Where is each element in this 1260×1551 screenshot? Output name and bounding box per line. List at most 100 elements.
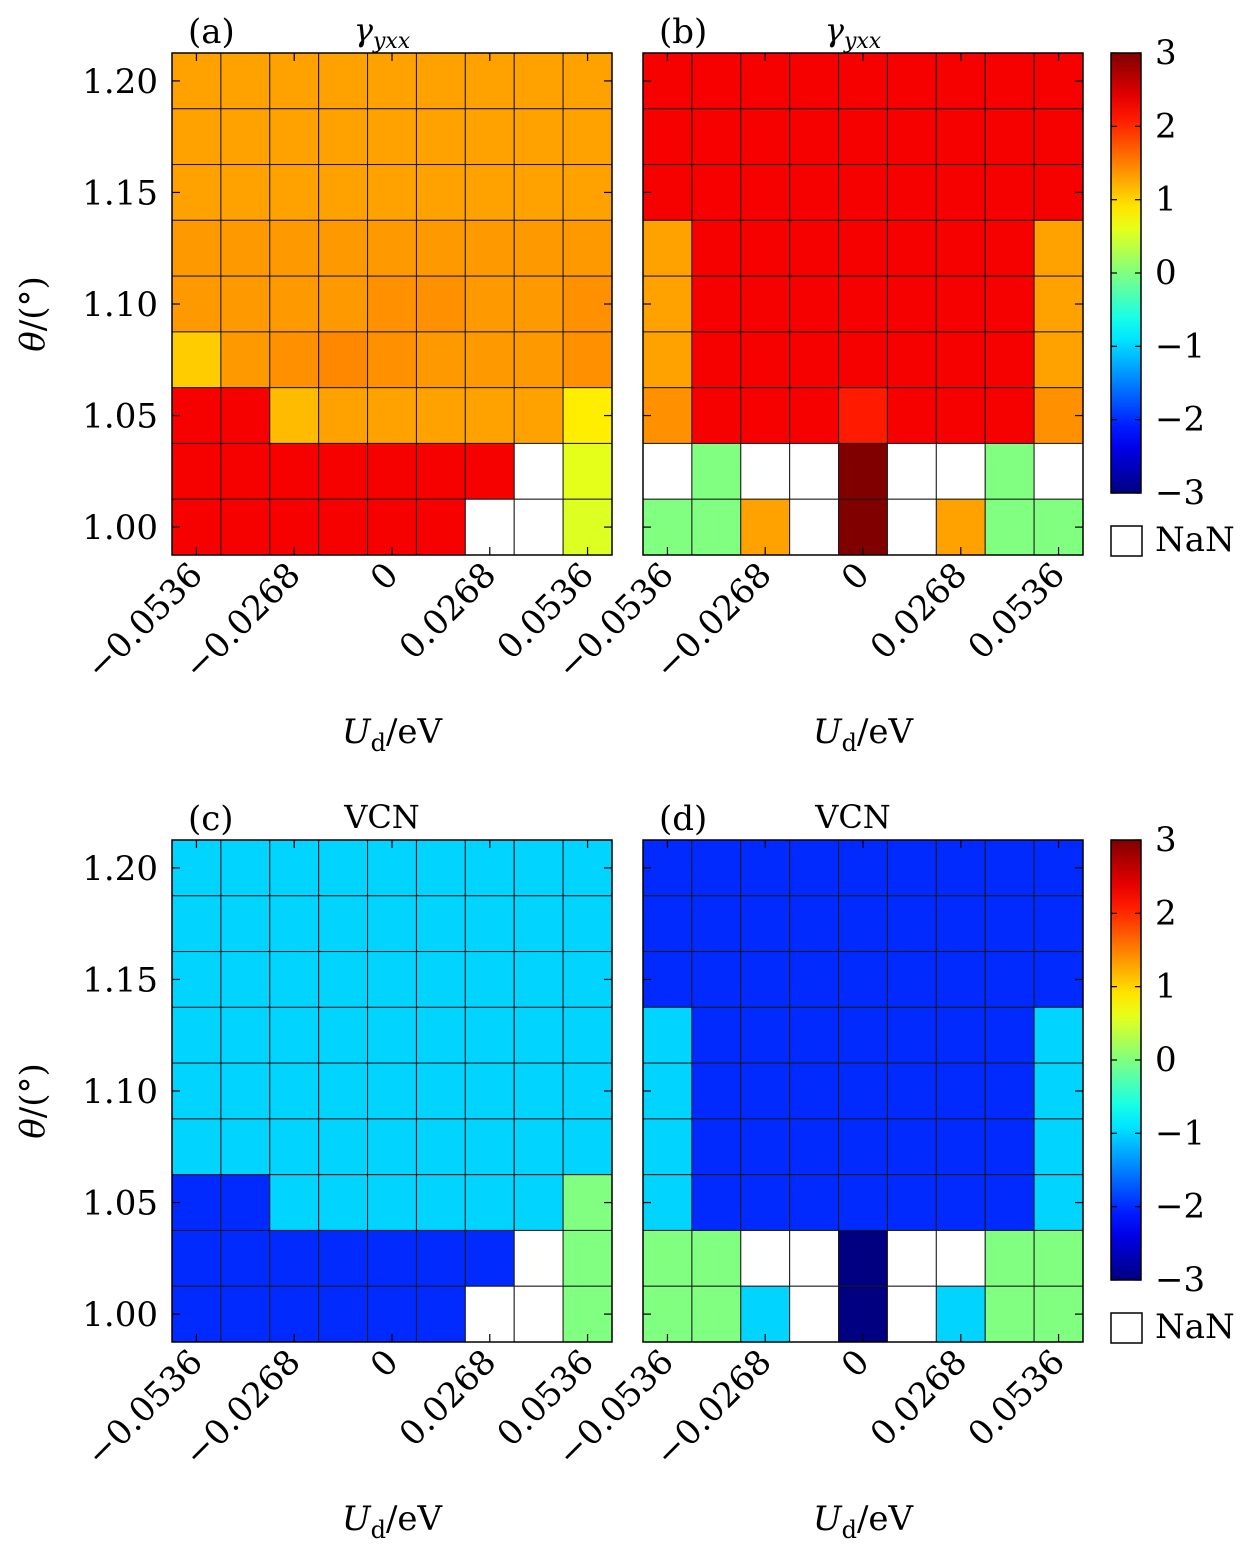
colorbar-tick-label: 2 bbox=[1155, 106, 1177, 146]
x-tick-label: 0.0536 bbox=[961, 1342, 1073, 1454]
heatmap-cell bbox=[464, 108, 515, 166]
x-tick-label: 0 bbox=[834, 1342, 878, 1386]
heatmap-cell bbox=[789, 275, 840, 333]
heatmap-cell bbox=[1033, 895, 1084, 953]
heatmap-cell bbox=[935, 275, 986, 333]
heatmap-cell bbox=[838, 498, 888, 556]
heatmap-cell bbox=[269, 108, 320, 166]
heatmap-cell bbox=[415, 442, 466, 500]
heatmap-cell bbox=[220, 387, 271, 444]
heatmap-cell bbox=[789, 108, 840, 166]
heatmap-cell bbox=[935, 951, 986, 1008]
y-tick-label: 1.05 bbox=[82, 1184, 158, 1224]
heatmap-panel: (c) VCN−0.0536−0.0268 00.02680.0536Ud/eV1.… bbox=[13, 798, 613, 1544]
heatmap-cell bbox=[464, 331, 515, 389]
heatmap-cell bbox=[562, 1229, 613, 1287]
heatmap-cell bbox=[269, 895, 320, 953]
heatmap-cell bbox=[838, 275, 888, 333]
heatmap-cell bbox=[789, 52, 840, 110]
colorbar-tick-label: 1 bbox=[1155, 180, 1177, 220]
heatmap-cell bbox=[220, 108, 271, 166]
heatmap-cell bbox=[171, 1118, 222, 1176]
heatmap-cell bbox=[642, 219, 693, 277]
heatmap-cell bbox=[513, 331, 564, 389]
heatmap-cell bbox=[984, 1174, 1035, 1231]
nan-label: NaN bbox=[1155, 1307, 1235, 1347]
heatmap-cell bbox=[838, 895, 888, 953]
heatmap-cell bbox=[642, 839, 693, 897]
heatmap-cell bbox=[886, 52, 937, 110]
colorbar-tick-label: 3 bbox=[1155, 820, 1177, 860]
heatmap-cell bbox=[415, 164, 466, 221]
heatmap-cell bbox=[318, 219, 369, 277]
heatmap-cell bbox=[464, 498, 515, 556]
heatmap-cell bbox=[691, 52, 742, 110]
heatmap-cell bbox=[367, 498, 417, 556]
heatmap-cell bbox=[220, 219, 271, 277]
heatmap-cell bbox=[171, 108, 222, 166]
heatmap-cell bbox=[318, 895, 369, 953]
heatmap-cell bbox=[513, 1174, 564, 1231]
heatmap-cell bbox=[464, 895, 515, 953]
heatmap-cell bbox=[886, 1174, 937, 1231]
heatmap-cell bbox=[886, 219, 937, 277]
colorbar-tick-label: 3 bbox=[1155, 33, 1177, 73]
y-axis-label: θ/(°) bbox=[13, 276, 53, 351]
heatmap-cell bbox=[415, 1174, 466, 1231]
heatmap-cell bbox=[740, 498, 791, 556]
heatmap-cell bbox=[171, 1006, 222, 1064]
nan-swatch bbox=[1110, 1312, 1143, 1344]
heatmap-cell bbox=[562, 1174, 613, 1231]
heatmap-cell bbox=[464, 1062, 515, 1120]
heatmap-cell bbox=[464, 1174, 515, 1231]
heatmap-cell bbox=[367, 1118, 417, 1176]
y-tick-label: 1.00 bbox=[82, 508, 158, 548]
heatmap-cell bbox=[220, 1006, 271, 1064]
heatmap-cell bbox=[318, 951, 369, 1008]
heatmap-cell bbox=[415, 108, 466, 166]
heatmap-cell bbox=[220, 164, 271, 221]
heatmap-cell bbox=[1033, 52, 1084, 110]
heatmap-cell bbox=[171, 1229, 222, 1287]
heatmap-cell bbox=[562, 1118, 613, 1176]
heatmap-cell bbox=[464, 275, 515, 333]
heatmap-cell bbox=[642, 1062, 693, 1120]
heatmap-cell bbox=[220, 498, 271, 556]
heatmap-cell bbox=[513, 275, 564, 333]
heatmap-cell bbox=[513, 387, 564, 444]
panel-label: (b) bbox=[659, 12, 707, 52]
heatmap-cell bbox=[838, 164, 888, 221]
heatmap-cell bbox=[838, 839, 888, 897]
heatmap-cell bbox=[464, 387, 515, 444]
heatmap-cell bbox=[691, 387, 742, 444]
colorbar-tick-label: 0 bbox=[1155, 1040, 1177, 1080]
heatmap-cell bbox=[984, 219, 1035, 277]
x-axis-label: Ud/eV bbox=[342, 712, 444, 757]
panel-title: γyxx bbox=[825, 11, 882, 54]
heatmap-cell bbox=[415, 219, 466, 277]
heatmap-cell bbox=[935, 219, 986, 277]
heatmap-cell bbox=[984, 839, 1035, 897]
heatmap-cell bbox=[691, 895, 742, 953]
heatmap-cell bbox=[886, 951, 937, 1008]
heatmap-cell bbox=[318, 275, 369, 333]
heatmap-cell bbox=[269, 387, 320, 444]
heatmap-cell bbox=[562, 442, 613, 500]
heatmap-cell bbox=[415, 1006, 466, 1064]
nan-label: NaN bbox=[1155, 520, 1235, 560]
colorbar-tick-label: −1 bbox=[1155, 1113, 1205, 1153]
heatmap-cell bbox=[171, 1174, 222, 1231]
heatmap-cell bbox=[789, 1229, 840, 1287]
heatmap-cell bbox=[740, 387, 791, 444]
heatmap-cell bbox=[367, 219, 417, 277]
heatmap-cell bbox=[1033, 1285, 1084, 1343]
heatmap-cell bbox=[562, 275, 613, 333]
y-tick-label: 1.15 bbox=[82, 960, 158, 1000]
heatmap-cell bbox=[415, 275, 466, 333]
heatmap-cell bbox=[935, 1006, 986, 1064]
heatmap-cell bbox=[691, 1174, 742, 1231]
heatmap-cell bbox=[789, 442, 840, 500]
heatmap-cell bbox=[1033, 1118, 1084, 1176]
heatmap-cell bbox=[984, 108, 1035, 166]
